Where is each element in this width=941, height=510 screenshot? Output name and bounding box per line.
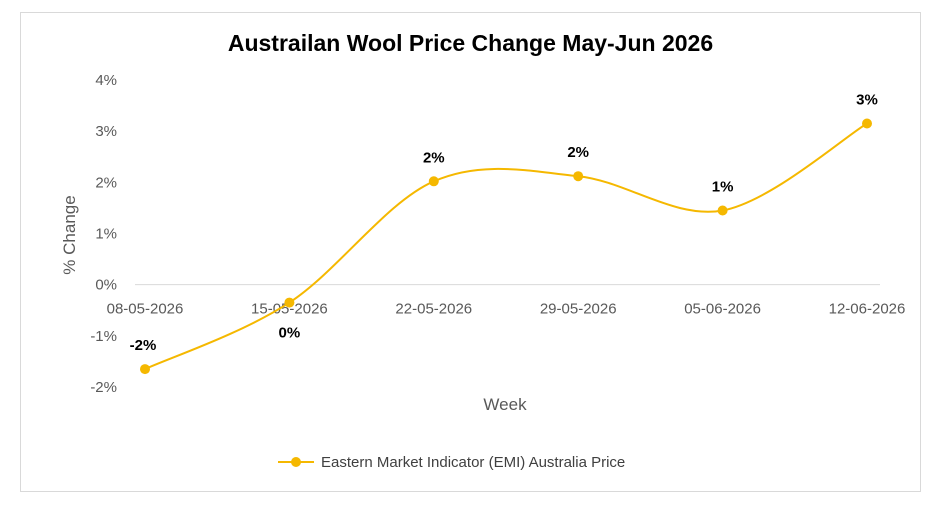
- y-tick-label: -1%: [90, 328, 117, 345]
- data-point: [284, 297, 295, 308]
- data-point: [428, 176, 439, 187]
- data-labels: -2% 0% 2% 2% 1% 3%: [130, 91, 878, 354]
- data-label: -2%: [130, 337, 157, 354]
- x-tick-label: 05-06-2026: [684, 301, 761, 318]
- legend-marker: [291, 457, 301, 467]
- x-axis-ticks: 08-05-2026 15-05-2026 22-05-2026 29-05-2026…: [107, 301, 906, 318]
- legend-label: Eastern Market Indicator (EMI) Australia…: [321, 454, 625, 471]
- x-axis-title: Week: [483, 395, 527, 414]
- chart-frame: [20, 12, 921, 492]
- data-label: 1%: [712, 178, 734, 195]
- x-tick-label: 29-05-2026: [540, 301, 617, 318]
- y-axis-title: % Change: [60, 195, 79, 274]
- y-axis-ticks: 4% 3% 2% 1% 0% -1% -2%: [90, 72, 117, 396]
- y-tick-label: 2%: [95, 174, 117, 191]
- data-label: 2%: [423, 149, 445, 166]
- series-line: [144, 122, 868, 371]
- data-label: 2%: [567, 144, 589, 161]
- x-tick-label: 08-05-2026: [107, 301, 184, 318]
- x-tick-label: 22-05-2026: [395, 301, 472, 318]
- legend: Eastern Market Indicator (EMI) Australia…: [278, 454, 625, 471]
- y-tick-label: 0%: [95, 277, 117, 294]
- y-tick-label: 1%: [95, 226, 117, 243]
- data-point: [573, 171, 584, 182]
- chart-title: Austrailan Wool Price Change May-Jun 202…: [227, 30, 714, 56]
- x-tick-label: 12-06-2026: [829, 301, 906, 318]
- data-label: 3%: [856, 91, 878, 108]
- y-tick-label: 3%: [95, 123, 117, 140]
- data-point: [140, 364, 150, 375]
- data-point: [717, 205, 728, 216]
- data-point: [862, 118, 872, 129]
- data-label: 0%: [279, 325, 301, 342]
- y-tick-label: 4%: [95, 72, 117, 89]
- series-points: [140, 118, 872, 375]
- y-tick-label: -2%: [90, 379, 117, 396]
